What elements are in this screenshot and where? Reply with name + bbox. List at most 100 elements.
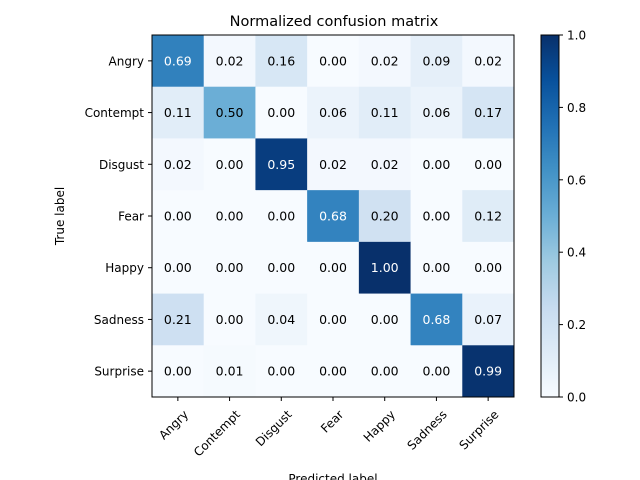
x-axis-ticks: Angry Contempt Disgust Fear Happy Sadness Surp… [156,397,501,459]
cell-value-label: 0.02 [164,157,192,172]
heatmap-cell [358,35,412,88]
x-axis-label: Predicted label [288,472,377,480]
cell-value-label: 0.00 [267,364,295,379]
cell-value-label: 0.95 [267,157,295,172]
cell-value-label: 0.02 [371,53,399,68]
cell-value-label: 0.02 [371,157,399,172]
heatmap-cell [410,190,463,243]
cell-value-label: 0.21 [164,312,192,327]
heatmap-cell [410,138,463,191]
chart-title: Normalized confusion matrix [230,14,439,30]
colorbar-tick-label: 1.0 [567,29,586,43]
cell-value-label: 0.00 [164,364,192,379]
cell-value-label: 0.00 [216,157,244,172]
cell-value-label: 0.00 [267,209,295,224]
cell-value-label: 0.00 [474,157,502,172]
colorbar-tick-label: 0.8 [567,101,586,115]
x-tick-label: Sadness [404,407,449,452]
cell-value-label: 0.00 [319,364,347,379]
cell-value-label: 0.00 [267,260,295,275]
x-tick-label: Happy [361,407,398,444]
heatmap-cell [152,190,205,243]
heatmap-cell [358,293,412,346]
cell-value-label: 1.00 [371,260,399,275]
heatmap-cell [152,241,205,295]
cell-value-label: 0.20 [371,209,399,224]
heatmap-cell [203,138,256,191]
cell-value-label: 0.11 [371,105,399,120]
cell-value-label: 0.00 [216,209,244,224]
heatmap-cell [255,345,308,398]
heatmap-cell [255,190,308,243]
heatmap-cell [255,138,308,191]
cell-value-label: 0.00 [371,312,399,327]
heatmap-cell [152,293,205,346]
cell-value-label: 0.68 [319,209,347,224]
heatmap-cell [358,190,412,243]
cell-value-label: 0.00 [216,312,244,327]
cell-value-label: 0.00 [267,105,295,120]
cell-value-label: 0.12 [474,209,502,224]
cell-value-label: 0.00 [319,260,347,275]
cell-value-label: 0.99 [474,364,502,379]
colorbar [540,34,560,398]
x-tick-label: Contempt [191,407,243,459]
y-tick-label: Disgust [99,158,144,172]
heatmap-cell [255,293,308,346]
x-tick-label: Angry [156,407,191,442]
cell-value-label: 0.16 [267,53,295,68]
heatmap-cell [152,138,205,191]
heatmap-cell [203,241,256,295]
heatmap-cell [307,345,360,398]
heatmap-cell [462,190,515,243]
x-tick-label: Disgust [253,407,295,449]
heatmap-cell [462,86,515,139]
colorbar-tick-label: 0.4 [567,246,586,260]
heatmap-cells [152,35,515,398]
cell-value-label: 0.00 [423,157,451,172]
cell-value-label: 0.00 [216,260,244,275]
heatmap-cell [203,35,256,88]
y-axis-label: True label [53,187,67,246]
heatmap-cell [203,190,256,243]
heatmap-cell [307,35,360,88]
heatmap-cell [203,86,256,139]
cell-value-label: 0.68 [423,312,451,327]
heatmap-cell [307,293,360,346]
cell-value-label: 0.02 [319,157,347,172]
heatmap-cell [358,241,412,295]
heatmap-cell [462,241,515,295]
heatmap-cell [410,293,463,346]
cell-value-label: 0.00 [474,260,502,275]
y-tick-label: Surprise [94,365,144,379]
y-tick-label: Fear [118,210,144,224]
cell-value-label: 0.00 [423,260,451,275]
heatmap-cell [307,138,360,191]
cell-value-label: 0.00 [164,209,192,224]
heatmap-cell [307,190,360,243]
cell-value-label: 0.02 [216,53,244,68]
y-tick-label: Happy [105,261,144,275]
heatmap-cell [255,86,308,139]
cell-value-label: 0.11 [164,105,192,120]
heatmap-cell [152,345,205,398]
colorbar-tick-label: 0.6 [567,173,586,187]
heatmap-cell [410,86,463,139]
heatmap-cell [462,138,515,191]
cell-value-label: 0.00 [319,53,347,68]
y-axis-ticks: Angry Contempt Disgust Fear Happy Sadness Surp… [85,54,152,379]
cell-value-label: 0.00 [371,364,399,379]
cell-value-label: 0.00 [164,260,192,275]
heatmap-cell [410,345,463,398]
heatmap-cell [358,138,412,191]
cell-value-label: 0.50 [216,105,244,120]
heatmap-cell [255,35,308,88]
heatmap-cell [462,345,515,398]
cell-value-label: 0.17 [474,105,502,120]
cell-value-label: 0.02 [474,53,502,68]
y-tick-label: Sadness [94,313,144,327]
cell-value-label: 0.00 [423,364,451,379]
y-tick-label: Angry [109,54,144,68]
heatmap-cell [358,345,412,398]
heatmap-cell [410,35,463,88]
